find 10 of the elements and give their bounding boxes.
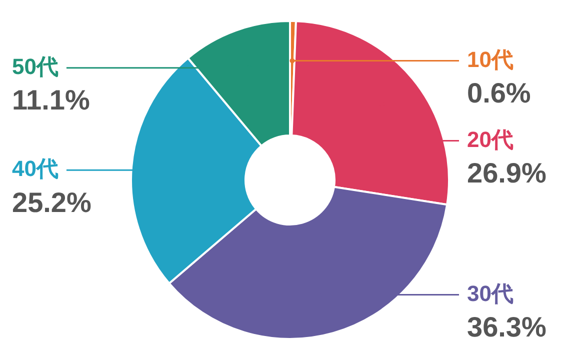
data-label: 36.3% (467, 311, 546, 342)
slice-label: 40代 (12, 156, 58, 182)
data-label: 11.1% (12, 84, 90, 116)
slice-label: 30代 (467, 280, 514, 306)
data-label: 25.2% (12, 186, 92, 218)
data-label: 0.6% (467, 77, 531, 108)
slice-label: 20代 (467, 126, 514, 152)
data-label: 26.9% (467, 157, 546, 188)
slice-label: 10代 (467, 46, 514, 72)
slice-label: 50代 (12, 54, 58, 79)
